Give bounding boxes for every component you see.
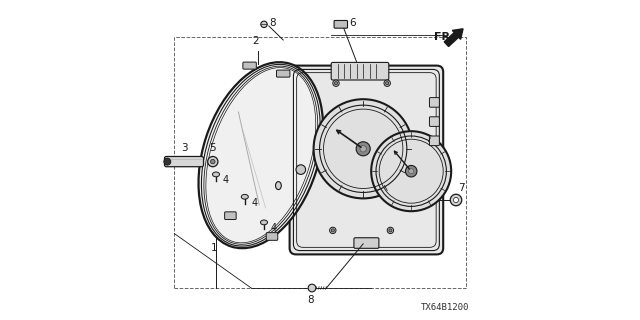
Text: 3: 3 bbox=[180, 143, 188, 153]
Text: 1: 1 bbox=[211, 243, 217, 253]
Circle shape bbox=[453, 197, 458, 203]
Ellipse shape bbox=[241, 195, 248, 199]
Ellipse shape bbox=[198, 62, 323, 248]
FancyArrow shape bbox=[444, 29, 463, 46]
Text: 4: 4 bbox=[252, 197, 258, 208]
Circle shape bbox=[388, 229, 392, 232]
Circle shape bbox=[356, 142, 370, 156]
FancyBboxPatch shape bbox=[354, 238, 379, 248]
Circle shape bbox=[164, 158, 171, 165]
Circle shape bbox=[308, 284, 316, 292]
Circle shape bbox=[334, 82, 338, 85]
Circle shape bbox=[296, 165, 306, 174]
Text: 4: 4 bbox=[223, 175, 229, 185]
FancyBboxPatch shape bbox=[243, 62, 256, 69]
Text: 7: 7 bbox=[458, 183, 465, 193]
Ellipse shape bbox=[275, 182, 282, 189]
Circle shape bbox=[314, 99, 413, 198]
Bar bbox=[174, 37, 466, 288]
Circle shape bbox=[332, 229, 335, 232]
Circle shape bbox=[385, 82, 389, 85]
FancyBboxPatch shape bbox=[276, 70, 290, 77]
Circle shape bbox=[409, 169, 414, 174]
FancyBboxPatch shape bbox=[332, 62, 389, 80]
Text: 2: 2 bbox=[252, 36, 259, 46]
Text: 5: 5 bbox=[209, 143, 216, 153]
Circle shape bbox=[207, 156, 218, 167]
Ellipse shape bbox=[212, 172, 220, 177]
Circle shape bbox=[333, 80, 339, 86]
FancyBboxPatch shape bbox=[225, 212, 236, 220]
FancyBboxPatch shape bbox=[429, 98, 440, 107]
FancyBboxPatch shape bbox=[334, 20, 348, 28]
Text: 8: 8 bbox=[307, 295, 314, 305]
Ellipse shape bbox=[260, 220, 268, 225]
FancyBboxPatch shape bbox=[290, 66, 443, 254]
Text: FR.: FR. bbox=[434, 32, 454, 42]
Circle shape bbox=[384, 80, 390, 86]
FancyBboxPatch shape bbox=[164, 156, 204, 167]
Text: 6: 6 bbox=[349, 18, 355, 28]
Circle shape bbox=[406, 165, 417, 177]
Text: 4: 4 bbox=[271, 223, 277, 233]
Circle shape bbox=[330, 227, 336, 234]
FancyBboxPatch shape bbox=[429, 136, 440, 146]
Circle shape bbox=[211, 159, 215, 164]
Circle shape bbox=[261, 21, 268, 28]
Text: TX64B1200: TX64B1200 bbox=[420, 303, 468, 312]
Circle shape bbox=[451, 194, 462, 206]
Circle shape bbox=[360, 146, 367, 152]
FancyBboxPatch shape bbox=[266, 233, 278, 240]
Text: 8: 8 bbox=[269, 18, 276, 28]
Circle shape bbox=[387, 227, 394, 234]
Circle shape bbox=[371, 131, 451, 211]
FancyBboxPatch shape bbox=[429, 117, 440, 126]
